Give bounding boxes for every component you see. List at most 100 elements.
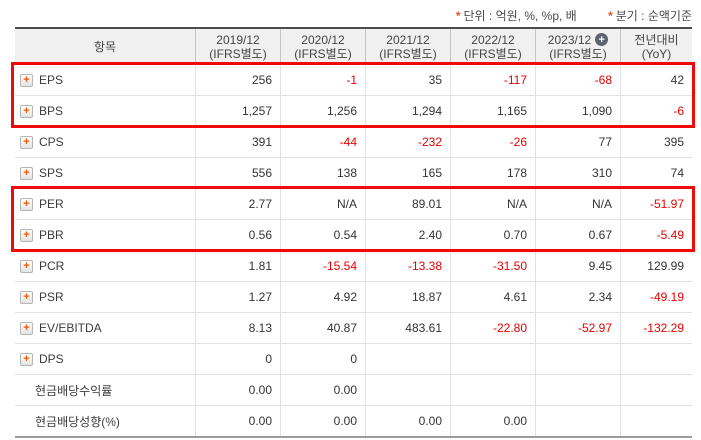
row-label-text: EPS [39,73,64,87]
expand-plus-icon[interactable]: + [20,352,33,366]
expand-plus-icon[interactable]: + [20,321,33,335]
cell-value: 1.81 [195,251,280,281]
header-year: 2020/12 [301,32,345,47]
expand-plus-icon[interactable]: + [20,290,33,304]
row-label-cash-dividend-payout: 현금배당성향(%) [15,406,195,436]
header-standard: (IFRS별도) [549,46,607,61]
cell-value: 40.87 [280,313,365,343]
cell-value: -31.50 [450,251,535,281]
cell-value: 2.77 [195,189,280,219]
header-standard: (IFRS별도) [209,46,267,61]
cell-yoy: 395 [620,127,692,157]
cell-value: 8.13 [195,313,280,343]
cell-value: -1 [280,65,365,95]
row-label-text: CPS [39,135,64,149]
cell-value: 1.27 [195,282,280,312]
table-row-eps: + EPS 256 -1 35 -117 -68 42 [15,65,692,96]
cell-yoy: -6 [620,96,692,126]
table-row-cash-dividend-yield: 현금배당수익률 0.00 0.00 [15,375,692,406]
cell-value [450,375,535,405]
cell-value: 0 [280,344,365,374]
row-label-text: PCR [39,259,65,273]
cell-value: 0.00 [195,375,280,405]
cell-yoy: 74 [620,158,692,188]
header-item-label: 항목 [93,39,117,54]
cell-value: 35 [365,65,450,95]
cell-value [535,344,620,374]
row-label-bps: + BPS [15,96,195,126]
expand-plus-icon[interactable]: + [20,73,33,87]
table-row-dps: + DPS 0 0 [15,344,692,375]
cell-value: -15.54 [280,251,365,281]
note-unit-text: 단위 : 억원, %, %p, 배 [463,9,577,23]
add-column-icon[interactable]: + [595,33,609,46]
cell-yoy: 129.99 [620,251,692,281]
header-year: 2022/12 [471,32,515,47]
header-standard: (IFRS별도) [464,46,522,61]
cell-value: 0 [195,344,280,374]
row-label-text: SPS [39,166,64,180]
row-label-pcr: + PCR [15,251,195,281]
cell-value: 138 [280,158,365,188]
cell-value [450,344,535,374]
row-label-psr: + PSR [15,282,195,312]
cell-value: N/A [450,189,535,219]
cell-value [365,344,450,374]
cell-yoy: -5.49 [620,220,692,250]
unit-notes: * 단위 : 억원, %, %p, 배 * 분기 : 순액기준 [456,7,692,24]
cell-value: 391 [195,127,280,157]
cell-value: 1,256 [280,96,365,126]
row-label-text: PBR [39,228,64,242]
cell-value: 9.45 [535,251,620,281]
cell-value: 0.00 [280,375,365,405]
cell-value: -22.80 [450,313,535,343]
cell-value: 1,090 [535,96,620,126]
expand-plus-icon[interactable]: + [20,135,33,149]
cell-value: 0.00 [195,406,280,436]
header-yoy: 전년대비 (YoY) [620,29,692,64]
cell-value: 1,257 [195,96,280,126]
header-yoy-sub: (YoY) [641,46,672,61]
header-item: 항목 [15,29,195,64]
cell-yoy [620,375,692,405]
row-label-dps: + DPS [15,344,195,374]
table-row-per: + PER 2.77 N/A 89.01 N/A N/A -51.97 [15,189,692,220]
cell-yoy [620,344,692,374]
row-label-text: PSR [39,290,64,304]
header-2021-12: 2021/12 (IFRS별도) [365,29,450,64]
expand-plus-icon[interactable]: + [20,228,33,242]
expand-plus-icon[interactable]: + [20,197,33,211]
header-2023-12: 2023/12 + (IFRS별도) [535,29,620,64]
cell-value [535,406,620,436]
note-basis: * 분기 : 순액기준 [608,9,692,23]
expand-plus-icon[interactable]: + [20,104,33,118]
row-label-per: + PER [15,189,195,219]
cell-value: -68 [535,65,620,95]
cell-yoy: 42 [620,65,692,95]
cell-value: -26 [450,127,535,157]
cell-value: 483.61 [365,313,450,343]
header-year: 2021/12 [386,32,430,47]
row-label-text: 현금배당수익률 [35,383,113,398]
row-label-ev-ebitda: + EV/EBITDA [15,313,195,343]
cell-value: 77 [535,127,620,157]
highlight-box-eps-bps: + EPS 256 -1 35 -117 -68 42 + BPS 1,257 … [11,62,695,128]
header-2019-12: 2019/12 (IFRS별도) [195,29,280,64]
table-row-cps: + CPS 391 -44 -232 -26 77 395 [15,127,692,158]
cell-value: 0.70 [450,220,535,250]
cell-value: 310 [535,158,620,188]
cell-value: 165 [365,158,450,188]
header-2022-12: 2022/12 (IFRS별도) [450,29,535,64]
row-label-eps: + EPS [15,65,195,95]
cell-value [535,375,620,405]
row-label-cash-dividend-yield: 현금배당수익률 [15,375,195,405]
expand-plus-icon[interactable]: + [20,166,33,180]
expand-plus-icon[interactable]: + [20,259,33,273]
financial-ratio-table: 항목 2019/12 (IFRS별도) 2020/12 (IFRS별도) 202… [11,27,695,438]
note-basis-text: 분기 : 순액기준 [615,9,692,23]
cell-value: 2.34 [535,282,620,312]
cell-value: 18.87 [365,282,450,312]
cell-value: 1,165 [450,96,535,126]
row-label-text: EV/EBITDA [39,321,102,335]
cell-value: 0.56 [195,220,280,250]
